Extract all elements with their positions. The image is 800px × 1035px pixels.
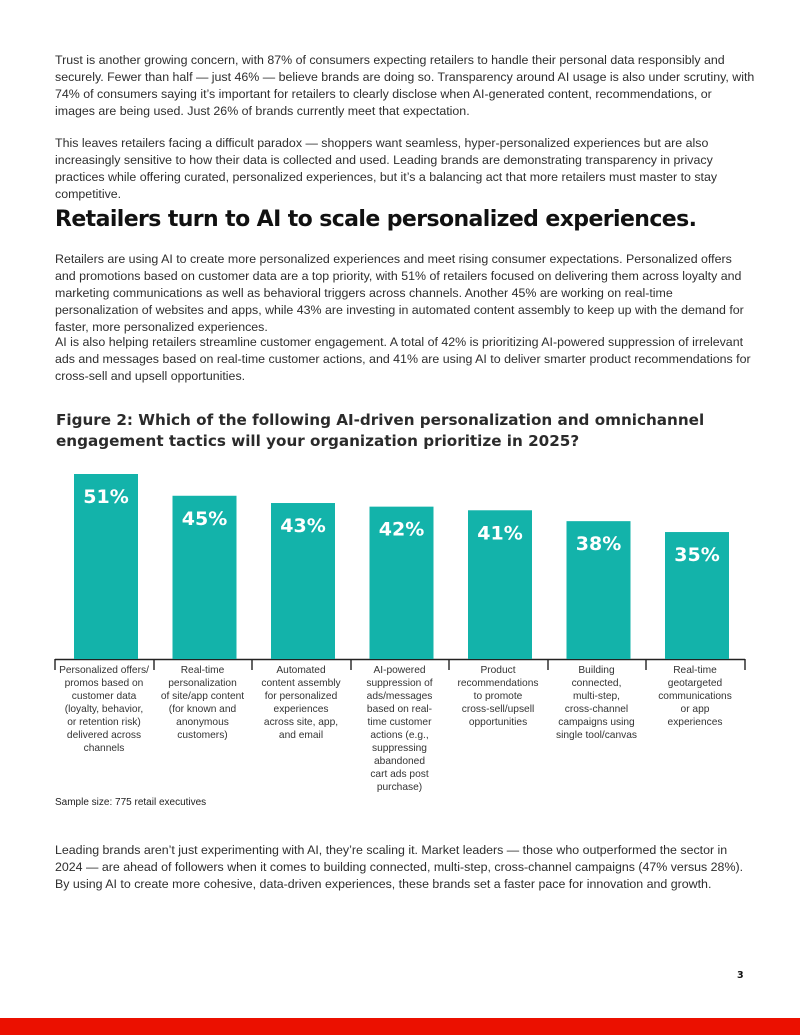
category-label-line: geotargeted bbox=[667, 678, 723, 689]
category-label-line: Automated bbox=[276, 665, 326, 676]
bar-6 bbox=[566, 521, 631, 659]
personalization-paragraph: Retailers are using AI to create more pe… bbox=[55, 252, 744, 334]
sample-size-note: Sample size: 775 retail executives bbox=[55, 797, 207, 808]
paradox-paragraph: This leaves retailers facing a difficult… bbox=[55, 136, 718, 201]
category-label-line: single tool/canvas bbox=[556, 730, 637, 741]
bar-1 bbox=[74, 474, 138, 659]
bar-2 bbox=[172, 495, 237, 659]
category-label-line: suppression of bbox=[366, 678, 433, 689]
category-label-line: or app bbox=[680, 704, 710, 715]
bar-value-label: 41% bbox=[477, 522, 522, 544]
category-label-line: abandoned bbox=[374, 756, 425, 767]
category-label-line: communications bbox=[658, 691, 732, 702]
category-label-line: anonymous bbox=[176, 717, 229, 728]
category-label: Real-time geotargeted communications or app… bbox=[648, 664, 742, 729]
bar-5 bbox=[468, 510, 532, 659]
page-number: 3 bbox=[737, 970, 744, 981]
bar-7 bbox=[665, 532, 729, 659]
category-label-line: to promote bbox=[473, 691, 523, 702]
category-label-line: time customer bbox=[367, 717, 432, 728]
bar-4 bbox=[369, 506, 434, 659]
bar-value-label: 51% bbox=[83, 486, 128, 508]
bar-value-label: 35% bbox=[674, 544, 719, 566]
bar-value-label: 45% bbox=[182, 508, 227, 530]
category-label-line: delivered across bbox=[66, 730, 142, 741]
category-label-line: Real-time bbox=[180, 665, 225, 676]
bar-3 bbox=[271, 503, 335, 659]
category-label-line: suppressing bbox=[372, 743, 427, 754]
category-label: AI-powered suppression of ads/messages base… bbox=[353, 664, 447, 794]
category-label-line: customer data bbox=[71, 691, 137, 702]
category-label-line: purchase) bbox=[376, 782, 423, 793]
category-label-line: promos based on bbox=[64, 678, 144, 689]
category-label-line: (loyalty, behavior, bbox=[64, 704, 144, 715]
category-label-line: campaigns using bbox=[558, 717, 635, 728]
category-label: Personalized offers/promos based on custo… bbox=[57, 664, 151, 755]
figure-title: Figure 2: Which of the following AI-driv… bbox=[56, 411, 705, 450]
footer-accent-bar bbox=[0, 1018, 800, 1035]
category-label-line: or retention risk) bbox=[67, 717, 141, 728]
category-label-line: cart ads post bbox=[370, 769, 429, 780]
bar-value-label: 38% bbox=[576, 533, 621, 555]
section-heading: Retailers turn to AI to scale personaliz… bbox=[55, 207, 697, 232]
category-label-line: cross-sell/upsell bbox=[461, 704, 535, 715]
category-label-line: actions (e.g., bbox=[370, 730, 429, 741]
category-label: Product recommendations to promote cross-se… bbox=[451, 664, 545, 729]
category-label-line: connected, bbox=[571, 678, 622, 689]
category-label: Real-time personalization of site/app cont… bbox=[156, 664, 250, 742]
category-label: Building connected, multi-step, cross-chann… bbox=[550, 664, 644, 742]
category-label-line: across site, app, bbox=[263, 717, 339, 728]
category-label-line: experiences bbox=[667, 717, 723, 728]
category-label-line: opportunities bbox=[468, 717, 528, 728]
category-label-line: Building bbox=[578, 665, 615, 676]
category-label-line: for personalized bbox=[264, 691, 338, 702]
category-label-line: ads/messages bbox=[366, 691, 433, 702]
category-label-line: experiences bbox=[273, 704, 329, 715]
category-label-line: AI-powered bbox=[373, 665, 426, 676]
category-label-line: channels bbox=[83, 743, 125, 754]
category-label: Automated content assembly for personalize… bbox=[254, 664, 348, 742]
category-label-line: multi-step, bbox=[573, 691, 620, 702]
category-label-line: (for known and bbox=[168, 704, 237, 715]
category-label-line: cross-channel bbox=[564, 704, 629, 715]
category-label-line: based on real- bbox=[366, 704, 433, 715]
category-label-line: recommendations bbox=[457, 678, 539, 689]
engagement-paragraph: AI is also helping retailers streamline … bbox=[55, 335, 751, 383]
bar-value-label: 42% bbox=[379, 519, 424, 541]
category-label-line: of site/app content bbox=[160, 691, 245, 702]
category-label-line: Personalized offers/ bbox=[59, 665, 149, 676]
category-label-line: customers) bbox=[177, 730, 228, 741]
leaders-paragraph: Leading brands aren’t just experimenting… bbox=[55, 843, 744, 891]
bar-value-label: 43% bbox=[280, 515, 325, 537]
category-label-line: Product bbox=[480, 665, 516, 676]
category-label-line: Real-time bbox=[673, 665, 717, 676]
category-label-line: personalization bbox=[168, 678, 237, 689]
category-label-line: and email bbox=[278, 730, 324, 741]
intro-trust-paragraph: Trust is another growing concern, with 8… bbox=[55, 53, 755, 118]
category-label-line: content assembly bbox=[261, 678, 341, 689]
